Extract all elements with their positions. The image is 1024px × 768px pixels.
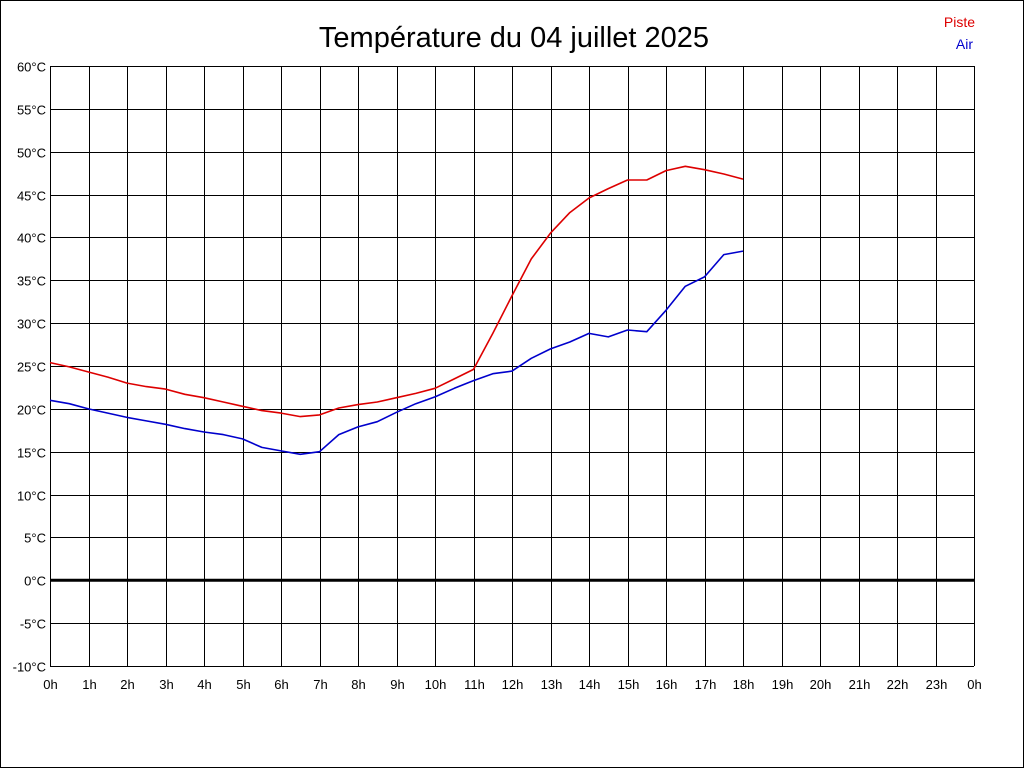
- y-tick-label: 0°C: [24, 574, 46, 589]
- x-tick-label: 18h: [733, 677, 755, 692]
- legend: Piste Air: [944, 14, 975, 52]
- x-tick-label: 1h: [82, 677, 96, 692]
- y-tick-label: 10°C: [17, 489, 46, 504]
- x-tick-label: 21h: [849, 677, 871, 692]
- y-tick-label: 15°C: [17, 446, 46, 461]
- y-tick-label: 5°C: [24, 531, 46, 546]
- x-tick-label: 19h: [772, 677, 794, 692]
- x-tick-label: 5h: [236, 677, 250, 692]
- x-tick-label: 0h: [43, 677, 57, 692]
- series-line-air: [49, 250, 744, 456]
- x-tick-label: 17h: [695, 677, 717, 692]
- series-lines: [49, 165, 744, 456]
- x-tick-label: 23h: [926, 677, 948, 692]
- x-tick-label: 13h: [541, 677, 563, 692]
- y-tick-label: 35°C: [17, 274, 46, 289]
- legend-item-air: Air: [956, 36, 973, 52]
- x-tick-label: 20h: [810, 677, 832, 692]
- x-tick-label: 12h: [502, 677, 524, 692]
- x-tick-label: 2h: [120, 677, 134, 692]
- y-tick-label: 40°C: [17, 231, 46, 246]
- x-tick-label: 14h: [579, 677, 601, 692]
- x-tick-label: 10h: [425, 677, 447, 692]
- x-tick-label: 9h: [390, 677, 404, 692]
- x-tick-label: 4h: [197, 677, 211, 692]
- grid: [50, 66, 975, 667]
- x-tick-label: 7h: [313, 677, 327, 692]
- y-tick-label: -5°C: [20, 617, 46, 632]
- legend-item-piste: Piste: [944, 14, 975, 30]
- y-tick-label: 60°C: [17, 60, 46, 75]
- series-line-piste: [49, 165, 744, 418]
- y-tick-label: 45°C: [17, 189, 46, 204]
- y-tick-label: 30°C: [17, 317, 46, 332]
- x-tick-label: 22h: [887, 677, 909, 692]
- y-tick-label: -10°C: [13, 660, 46, 675]
- axis-tick-labels: 0h 1h 2h 3h 4h 5h 6h 7h 8h 9h 10h 11h 12h 13h 14h 15h 16…: [13, 60, 982, 693]
- y-tick-label: 20°C: [17, 403, 46, 418]
- x-tick-label: 8h: [351, 677, 365, 692]
- x-tick-label: 11h: [464, 677, 485, 692]
- x-tick-label: 15h: [618, 677, 640, 692]
- x-tick-label: 16h: [656, 677, 678, 692]
- y-tick-label: 55°C: [17, 103, 46, 118]
- y-tick-label: 25°C: [17, 360, 46, 375]
- x-tick-label: 0h: [967, 677, 981, 692]
- x-tick-label: 6h: [274, 677, 288, 692]
- chart-title: Température du 04 juillet 2025: [319, 22, 709, 54]
- x-tick-label: 3h: [159, 677, 173, 692]
- y-tick-label: 50°C: [17, 146, 46, 161]
